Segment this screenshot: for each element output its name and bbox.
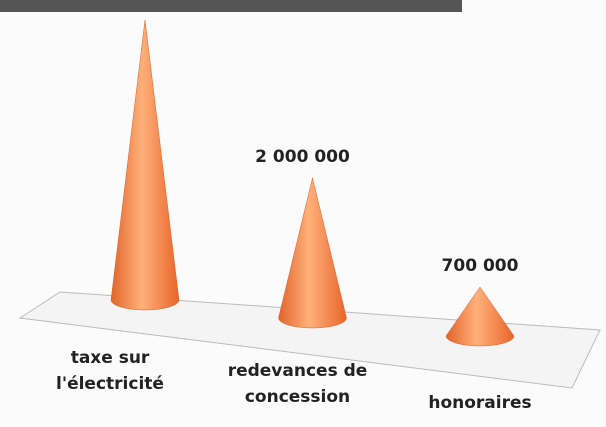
value-label: 700 000 [442,256,519,276]
cone [110,19,180,311]
cone [278,177,347,329]
header-strip [0,0,462,12]
cone [445,286,515,347]
category-label: redevances de concession [227,360,368,407]
floor [18,291,601,389]
value-label: 2 000 000 [255,147,350,167]
category-label: honoraires [428,393,532,413]
category-label: taxe sur l'électricité [56,348,164,394]
